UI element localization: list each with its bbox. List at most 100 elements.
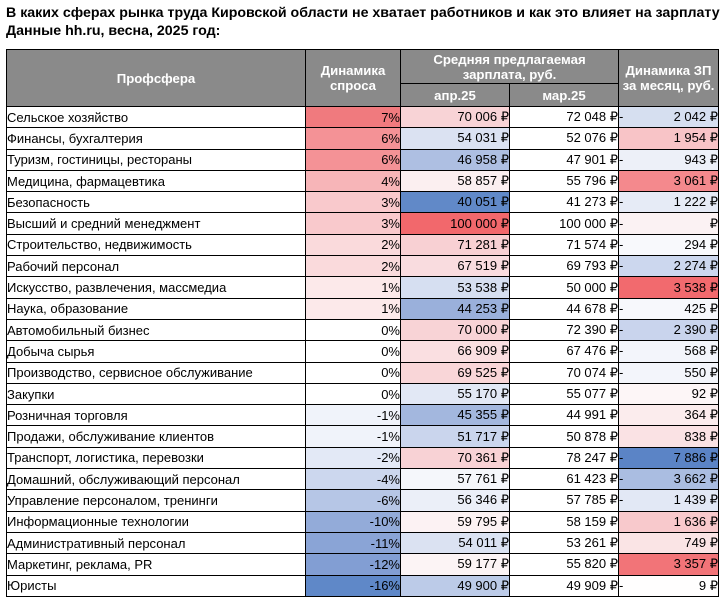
table-row: Наука, образование 1% 44 253 ₽44 678 ₽ - 425… xyxy=(6,297,719,320)
table-row: Информационные технологии -10% 59 795 ₽58 … xyxy=(6,510,719,533)
change-value: 943 ₽ xyxy=(684,151,718,167)
cell-sphere: Добыча сырья xyxy=(6,340,306,363)
cell-demand: -1% xyxy=(305,404,401,427)
header-apr: апр.25 xyxy=(400,83,510,107)
cell-apr-salary: 57 761 ₽ xyxy=(400,468,510,491)
cell-mar-salary: 61 423 ₽ xyxy=(509,468,619,491)
header-sphere: Профсфера xyxy=(6,49,306,107)
cell-apr-salary: 54 011 ₽ xyxy=(400,531,510,555)
cell-apr-salary: 54 031 ₽ xyxy=(400,127,510,150)
cell-sphere: Продажи, обслуживание клиентов xyxy=(6,425,306,448)
change-sign: - xyxy=(619,258,624,274)
cell-salary-change: - 294 ₽ xyxy=(618,233,719,257)
change-value: 294 ₽ xyxy=(684,236,718,252)
cell-salary-change: - ₽ xyxy=(618,212,719,235)
header-salary: Средняя предлагаемая зарплата, руб. xyxy=(400,49,619,84)
change-sign: - xyxy=(619,577,624,593)
change-sign: - xyxy=(619,109,624,125)
cell-sphere: Управление персоналом, тренинги xyxy=(6,489,306,512)
cell-demand: 3% xyxy=(305,191,401,214)
header-change: Динамика ЗП за месяц, руб. xyxy=(618,49,719,107)
change-value: 749 ₽ xyxy=(684,535,718,551)
change-value: 1 439 ₽ xyxy=(673,492,718,508)
cell-salary-change: 838 ₽ xyxy=(618,425,719,448)
change-value: 1 636 ₽ xyxy=(673,513,718,529)
table-row: Искусство, развлечения, массмедиа 1% 53 53… xyxy=(6,276,719,299)
table-row: Рабочий персонал 2% 67 519 ₽69 793 ₽ - 2 274… xyxy=(6,255,719,278)
change-sign: - xyxy=(619,492,624,508)
cell-demand: 2% xyxy=(305,255,401,278)
cell-salary-change: - 2 042 ₽ xyxy=(618,105,719,129)
cell-demand: -4% xyxy=(305,468,401,491)
table-row: Высший и средний менеджмент 3% 100 000 ₽10… xyxy=(6,212,719,235)
cell-demand: 4% xyxy=(305,169,401,193)
cell-demand: -1% xyxy=(305,425,401,448)
title-line-2: Данные hh.ru, весна, 2025 год: xyxy=(6,23,221,39)
change-value: 92 ₽ xyxy=(691,386,718,401)
cell-demand: 3% xyxy=(305,212,401,235)
cell-demand: -2% xyxy=(305,446,401,470)
cell-salary-change: - 2 390 ₽ xyxy=(618,318,719,342)
table-row: Розничная торговля -1% 45 355 ₽44 991 ₽ 364… xyxy=(6,404,719,427)
change-value: 3 538 ₽ xyxy=(673,279,718,295)
cell-sphere: Закупки xyxy=(6,382,306,406)
cell-sphere: Медицина, фармацевтика xyxy=(6,169,306,193)
change-value: 838 ₽ xyxy=(684,428,718,444)
cell-demand: 1% xyxy=(305,297,401,320)
cell-mar-salary: 70 074 ₽ xyxy=(509,361,619,384)
change-sign: - xyxy=(619,449,624,465)
change-value: 2 042 ₽ xyxy=(673,109,718,125)
change-sign: - xyxy=(619,364,624,380)
cell-apr-salary: 51 717 ₽ xyxy=(400,425,510,448)
cell-apr-salary: 56 346 ₽ xyxy=(400,489,510,512)
cell-demand: -6% xyxy=(305,489,401,512)
cell-demand: 1% xyxy=(305,276,401,299)
header-mar: мар.25 xyxy=(509,83,619,107)
cell-salary-change: - 568 ₽ xyxy=(618,340,719,363)
cell-mar-salary: 72 048 ₽ xyxy=(509,105,619,129)
cell-salary-change: - 3 662 ₽ xyxy=(618,468,719,491)
header-demand: Динамика спроса xyxy=(305,49,401,107)
cell-mar-salary: 44 991 ₽ xyxy=(509,404,619,427)
title-line-1: В каких сферах рынка труда Кировской обл… xyxy=(6,5,720,21)
cell-sphere: Строительство, недвижимость xyxy=(6,233,306,257)
table-row: Управление персоналом, тренинги -6% 56 346… xyxy=(6,489,719,512)
cell-salary-change: 1 954 ₽ xyxy=(618,127,719,150)
cell-sphere: Рабочий персонал xyxy=(6,255,306,278)
cell-salary-change: - 425 ₽ xyxy=(618,297,719,320)
cell-apr-salary: 71 281 ₽ xyxy=(400,233,510,257)
cell-mar-salary: 55 820 ₽ xyxy=(509,553,619,576)
cell-apr-salary: 100 000 ₽ xyxy=(400,212,510,235)
cell-apr-salary: 46 958 ₽ xyxy=(400,148,510,171)
change-value: 2 274 ₽ xyxy=(673,258,718,274)
cell-sphere: Розничная торговля xyxy=(6,404,306,427)
change-value: 425 ₽ xyxy=(684,300,718,316)
cell-demand: 6% xyxy=(305,148,401,171)
cell-demand: -10% xyxy=(305,510,401,533)
change-value: 3 662 ₽ xyxy=(673,471,718,487)
cell-apr-salary: 66 909 ₽ xyxy=(400,340,510,363)
cell-demand: -11% xyxy=(305,531,401,555)
cell-salary-change: - 2 274 ₽ xyxy=(618,255,719,278)
cell-sphere: Туризм, гостиницы, рестораны xyxy=(6,148,306,171)
cell-demand: 7% xyxy=(305,105,401,129)
table-row: Финансы, бухгалтерия 6% 54 031 ₽52 076 ₽ 1 … xyxy=(6,127,719,150)
cell-mar-salary: 78 247 ₽ xyxy=(509,446,619,470)
cell-salary-change: 92 ₽ xyxy=(618,382,719,406)
table-row: Продажи, обслуживание клиентов -1% 51 717 … xyxy=(6,425,719,448)
change-value: 364 ₽ xyxy=(684,407,718,423)
cell-mar-salary: 52 076 ₽ xyxy=(509,127,619,150)
cell-sphere: Наука, образование xyxy=(6,297,306,320)
cell-mar-salary: 67 476 ₽ xyxy=(509,340,619,363)
change-sign: - xyxy=(619,300,624,316)
cell-apr-salary: 70 006 ₽ xyxy=(400,105,510,129)
cell-sphere: Сельское хозяйство xyxy=(6,105,306,129)
cell-salary-change: 364 ₽ xyxy=(618,404,719,427)
change-value: 3 061 ₽ xyxy=(673,173,718,189)
cell-apr-salary: 69 525 ₽ xyxy=(400,361,510,384)
change-value: 9 ₽ xyxy=(698,577,718,593)
salary-table: Профсфера Динамика спроса Средняя предла… xyxy=(6,49,719,597)
cell-demand: 0% xyxy=(305,382,401,406)
cell-demand: -16% xyxy=(305,574,401,597)
change-sign: - xyxy=(619,236,624,252)
